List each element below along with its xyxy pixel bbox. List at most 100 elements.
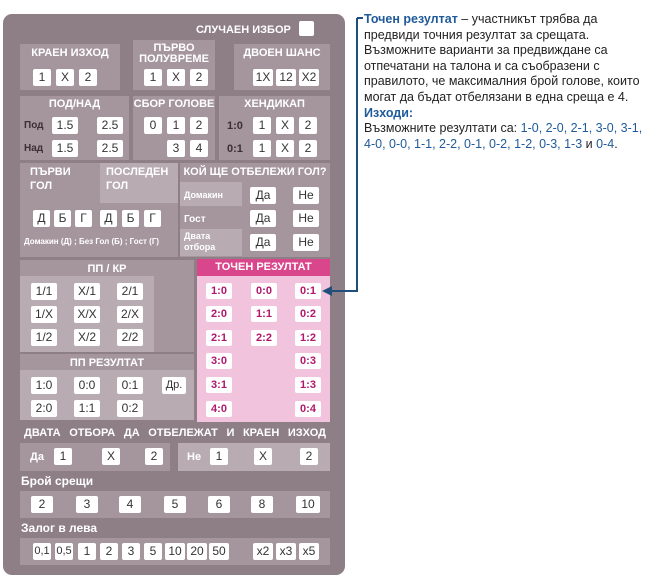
stake-title: Залог в лева	[21, 521, 98, 535]
ht-result-0-0[interactable]: 0:0	[74, 377, 100, 394]
ht-ft-1-x[interactable]: 1/X	[31, 306, 57, 323]
ht-ft-x-x[interactable]: X/X	[74, 306, 100, 323]
stake-x3[interactable]: x3	[276, 543, 296, 560]
stake-0-5[interactable]: 0,5	[55, 543, 73, 560]
double-chance-12[interactable]: 12	[276, 69, 296, 86]
stake-0-1[interactable]: 0,1	[33, 543, 51, 560]
exact-0-1[interactable]: 0:1	[295, 283, 321, 299]
double-chance-x2[interactable]: X2	[299, 69, 319, 86]
handicap-0-1-1[interactable]: 1	[253, 140, 271, 157]
exact-4-0[interactable]: 4:0	[206, 401, 232, 417]
match-count-8[interactable]: 8	[251, 496, 273, 513]
ht-ft-x-1[interactable]: X/1	[74, 283, 100, 300]
stake-20[interactable]: 20	[187, 543, 207, 560]
final-outcome-1[interactable]: 1	[33, 69, 51, 86]
match-count-6[interactable]: 6	[208, 496, 230, 513]
exact-1-0[interactable]: 1:0	[206, 283, 232, 299]
ht-ft-2-1[interactable]: 2/1	[117, 283, 143, 300]
exact-2-1[interactable]: 2:1	[206, 330, 232, 346]
under-1-5[interactable]: 1.5	[52, 117, 78, 134]
who-scores-away-no[interactable]: Не	[293, 210, 319, 227]
stake-10[interactable]: 10	[165, 543, 185, 560]
last-goal-away[interactable]: Г	[144, 210, 161, 227]
ht-ft-2-x[interactable]: 2/X	[117, 306, 143, 323]
exact-3-0[interactable]: 3:0	[206, 353, 232, 369]
stake-5[interactable]: 5	[144, 543, 162, 560]
both-score-yes-1[interactable]: 1	[54, 448, 72, 465]
stake-3[interactable]: 3	[122, 543, 140, 560]
outcomes-intro: Възможните резултати са:	[364, 121, 521, 136]
ht-result-1-0[interactable]: 1:0	[31, 377, 57, 394]
explanation-term: Точен резултат	[364, 12, 458, 26]
last-goal-none[interactable]: Б	[122, 210, 139, 227]
first-half-2[interactable]: 2	[190, 69, 208, 86]
goal-sum-3[interactable]: 3	[167, 140, 185, 157]
exact-3-1[interactable]: 3:1	[206, 377, 232, 393]
handicap-1-0-2[interactable]: 2	[299, 117, 317, 134]
exact-1-1[interactable]: 1:1	[251, 306, 277, 322]
exact-2-2[interactable]: 2:2	[251, 330, 277, 346]
last-goal-title-2: ГОЛ	[106, 180, 129, 192]
ht-result-1-1[interactable]: 1:1	[74, 400, 100, 417]
who-scores-both-yes[interactable]: Да	[250, 234, 276, 251]
match-count-3[interactable]: 3	[76, 496, 98, 513]
exact-0-0[interactable]: 0:0	[251, 283, 277, 299]
handicap-1-0-x[interactable]: X	[276, 117, 294, 134]
explanation-panel: Точен резултат – участникът трябва да пр…	[364, 12, 644, 152]
first-goal-away[interactable]: Г	[75, 210, 92, 227]
match-count-5[interactable]: 5	[164, 496, 186, 513]
stake-x5[interactable]: x5	[299, 543, 319, 560]
double-chance-1x[interactable]: 1X	[253, 69, 273, 86]
goal-sum-1[interactable]: 1	[167, 117, 185, 134]
exact-0-4[interactable]: 0:4	[295, 401, 321, 417]
both-score-no-x[interactable]: X	[254, 448, 272, 465]
who-scores-title: КОЙ ЩЕ ОТБЕЛЕЖИ ГОЛ?	[183, 166, 327, 178]
first-goal-none[interactable]: Б	[54, 210, 71, 227]
handicap-1-0-1[interactable]: 1	[253, 117, 271, 134]
stake-2[interactable]: 2	[100, 543, 118, 560]
who-scores-away-yes[interactable]: Да	[250, 210, 276, 227]
ht-result-0-2[interactable]: 0:2	[117, 400, 143, 417]
handicap-0-1-x[interactable]: X	[276, 140, 294, 157]
random-choice-checkbox[interactable]	[299, 21, 314, 36]
ht-ft-x-2[interactable]: X/2	[74, 329, 100, 346]
ht-ft-1-2[interactable]: 1/2	[31, 329, 57, 346]
match-count-10[interactable]: 10	[296, 496, 320, 513]
exact-1-3[interactable]: 1:3	[295, 377, 321, 393]
exact-0-2[interactable]: 0:2	[295, 306, 321, 322]
ht-result-0-1[interactable]: 0:1	[117, 377, 143, 394]
over-2-5[interactable]: 2.5	[97, 140, 123, 157]
exact-0-3[interactable]: 0:3	[295, 353, 321, 369]
stake-x2[interactable]: x2	[253, 543, 273, 560]
goal-sum-4[interactable]: 4	[190, 140, 208, 157]
first-goal-home[interactable]: Д	[33, 210, 50, 227]
ht-result-2-0[interactable]: 2:0	[31, 400, 57, 417]
first-half-x[interactable]: X	[167, 69, 185, 86]
handicap-0-1-2[interactable]: 2	[299, 140, 317, 157]
last-goal-home[interactable]: Д	[100, 210, 117, 227]
stake-50[interactable]: 50	[209, 543, 229, 560]
over-1-5[interactable]: 1.5	[52, 140, 78, 157]
goal-sum-2[interactable]: 2	[190, 117, 208, 134]
under-2-5[interactable]: 2.5	[97, 117, 123, 134]
match-count-2[interactable]: 2	[31, 496, 53, 513]
stake-1[interactable]: 1	[78, 543, 96, 560]
goal-sum-0[interactable]: 0	[144, 117, 162, 134]
ht-ft-2-2[interactable]: 2/2	[117, 329, 143, 346]
ht-result-other[interactable]: Др.	[162, 377, 186, 394]
ht-ft-1-1[interactable]: 1/1	[31, 283, 57, 300]
who-scores-home-no[interactable]: Не	[293, 187, 319, 204]
who-scores-home-yes[interactable]: Да	[250, 187, 276, 204]
final-outcome-x[interactable]: X	[56, 69, 74, 86]
who-scores-both-no[interactable]: Не	[293, 234, 319, 251]
first-half-1[interactable]: 1	[144, 69, 162, 86]
both-score-yes-2[interactable]: 2	[145, 448, 163, 465]
exact-1-2[interactable]: 1:2	[295, 330, 321, 346]
final-outcome-2[interactable]: 2	[79, 69, 97, 86]
both-score-no-1[interactable]: 1	[210, 448, 228, 465]
final-outcome-title: КРАЕН ИЗХОД	[31, 47, 109, 59]
both-score-yes-x[interactable]: X	[102, 448, 120, 465]
match-count-4[interactable]: 4	[119, 496, 141, 513]
exact-2-0[interactable]: 2:0	[206, 306, 232, 322]
both-score-no-2[interactable]: 2	[300, 448, 318, 465]
